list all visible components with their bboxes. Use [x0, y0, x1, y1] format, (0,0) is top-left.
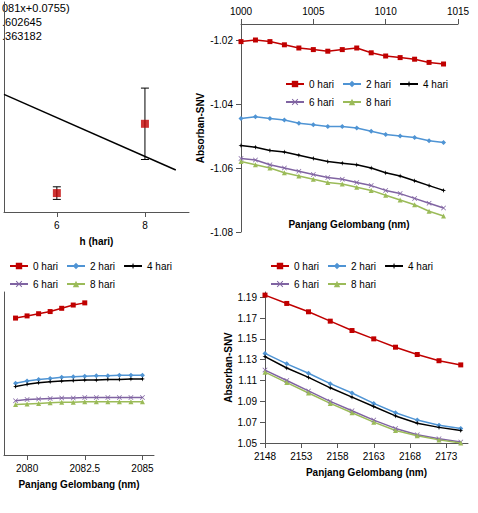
svg-text:081x+0.0755): 081x+0.0755): [2, 2, 70, 14]
svg-text:Absorban-SNV: Absorban-SNV: [223, 332, 234, 403]
svg-text:-1.06: -1.06: [210, 163, 233, 174]
svg-text:.363182: .363182: [2, 30, 42, 42]
svg-text:2168: 2168: [399, 451, 422, 462]
svg-text:h (hari): h (hari): [80, 236, 114, 247]
svg-text:1.09: 1.09: [238, 396, 258, 407]
svg-text:1.17: 1.17: [238, 313, 258, 324]
svg-text:2080: 2080: [16, 463, 39, 474]
svg-text:2173: 2173: [435, 451, 458, 462]
svg-text:2 hari: 2 hari: [351, 261, 376, 272]
svg-text:1.19: 1.19: [238, 292, 258, 303]
svg-text:8 hari: 8 hari: [366, 97, 391, 108]
svg-text:6 hari: 6 hari: [309, 97, 334, 108]
svg-text:2 hari: 2 hari: [366, 79, 391, 90]
svg-text:6 hari: 6 hari: [294, 279, 319, 290]
svg-text:2153: 2153: [290, 451, 313, 462]
svg-text:0 hari: 0 hari: [309, 79, 334, 90]
svg-text:6 hari: 6 hari: [33, 279, 58, 290]
svg-text:4 hari: 4 hari: [408, 261, 433, 272]
svg-text:2085: 2085: [131, 463, 154, 474]
svg-text:-1.04: -1.04: [210, 99, 233, 110]
svg-text:2163: 2163: [363, 451, 386, 462]
svg-text:1015: 1015: [447, 6, 470, 17]
svg-text:2082.5: 2082.5: [69, 463, 100, 474]
svg-text:8 hari: 8 hari: [90, 279, 115, 290]
svg-text:1.07: 1.07: [238, 417, 258, 428]
svg-text:1.15: 1.15: [238, 333, 258, 344]
svg-text:Panjang Gelombang (nm): Panjang Gelombang (nm): [306, 467, 427, 478]
svg-text:4 hari: 4 hari: [147, 261, 172, 272]
svg-text:1.11: 1.11: [238, 375, 257, 386]
svg-text:Absorban-SNV: Absorban-SNV: [195, 92, 206, 163]
svg-text:1010: 1010: [375, 6, 398, 17]
svg-text:8 hari: 8 hari: [351, 279, 376, 290]
svg-text:2 hari: 2 hari: [90, 261, 115, 272]
svg-text:0 hari: 0 hari: [294, 261, 319, 272]
svg-text:1.13: 1.13: [238, 354, 258, 365]
svg-text:Panjang Gelombang (nm): Panjang Gelombang (nm): [288, 219, 409, 230]
svg-text:1000: 1000: [230, 6, 253, 17]
svg-text:6: 6: [54, 220, 60, 231]
svg-text:Panjang Gelombang (nm): Panjang Gelombang (nm): [18, 479, 139, 490]
svg-text:.602645: .602645: [2, 16, 42, 28]
svg-text:-1.08: -1.08: [210, 227, 233, 238]
svg-text:1.05: 1.05: [238, 438, 258, 449]
svg-text:0 hari: 0 hari: [33, 261, 58, 272]
svg-text:8: 8: [142, 220, 148, 231]
svg-text:2158: 2158: [326, 451, 349, 462]
svg-text:-1.02: -1.02: [210, 35, 233, 46]
svg-text:1005: 1005: [302, 6, 325, 17]
svg-text:2148: 2148: [254, 451, 277, 462]
svg-text:4 hari: 4 hari: [423, 79, 448, 90]
